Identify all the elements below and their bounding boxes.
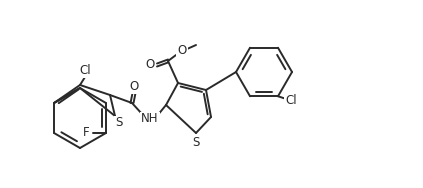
Text: Cl: Cl: [79, 64, 91, 77]
Text: NH: NH: [141, 112, 159, 126]
Text: O: O: [146, 58, 155, 71]
Text: F: F: [82, 127, 89, 139]
Text: O: O: [129, 80, 139, 93]
Text: Cl: Cl: [285, 94, 297, 107]
Text: S: S: [192, 136, 200, 149]
Text: O: O: [177, 45, 187, 58]
Text: S: S: [115, 117, 123, 130]
